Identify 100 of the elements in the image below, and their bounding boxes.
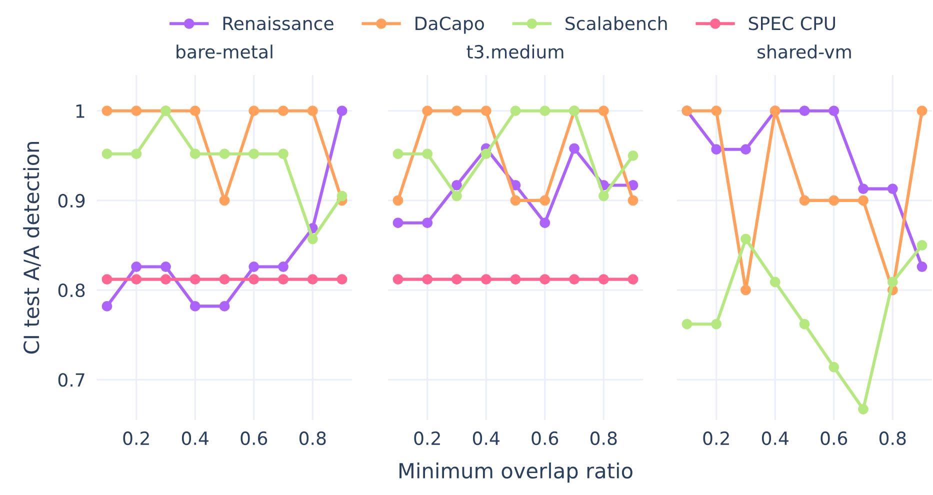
point <box>540 106 550 116</box>
x-tick-label: 0.4 <box>762 431 788 446</box>
point <box>102 274 112 285</box>
y-tick-label: 0.9 <box>58 194 85 208</box>
point <box>131 262 142 272</box>
point <box>102 300 112 312</box>
legend-label: SPEC CPU <box>748 16 835 30</box>
point <box>711 144 722 155</box>
point <box>540 218 550 228</box>
x-tick-label: 0.6 <box>532 431 558 446</box>
point <box>828 106 840 116</box>
point <box>131 106 142 116</box>
point <box>740 234 751 244</box>
point <box>858 195 868 206</box>
point <box>392 218 404 228</box>
point <box>392 274 404 285</box>
point <box>219 148 230 160</box>
point <box>711 318 722 330</box>
point <box>598 106 609 116</box>
point <box>219 274 230 285</box>
point <box>828 362 840 372</box>
point <box>422 274 433 285</box>
point <box>828 195 840 206</box>
point <box>422 106 433 116</box>
point <box>278 274 288 285</box>
point <box>219 300 230 312</box>
y-tick-label: 0.8 <box>58 284 85 298</box>
point <box>740 284 751 296</box>
point <box>540 195 550 206</box>
point <box>248 274 260 285</box>
point <box>887 184 898 194</box>
point <box>916 106 928 116</box>
point <box>278 148 288 160</box>
y-tick-label: 0.7 <box>58 373 84 387</box>
point <box>598 190 609 202</box>
chart-title: shared-vm <box>758 44 851 59</box>
y-tick-label: 1 <box>76 104 84 118</box>
x-tick-label: 0.2 <box>703 431 729 446</box>
legend-label: DaCapo <box>416 16 484 34</box>
point <box>392 195 404 206</box>
point <box>510 195 521 206</box>
point <box>422 148 433 160</box>
point <box>336 106 348 116</box>
point <box>628 195 638 206</box>
point <box>480 106 492 116</box>
point <box>770 276 780 288</box>
point <box>510 274 521 285</box>
point <box>307 234 318 244</box>
point <box>131 274 142 285</box>
point <box>858 184 868 194</box>
x-tick-label: 0.6 <box>240 431 268 446</box>
point <box>248 106 260 116</box>
point <box>336 190 348 202</box>
point <box>248 262 260 272</box>
point <box>569 274 580 285</box>
point <box>190 106 200 116</box>
point <box>190 274 200 285</box>
point <box>799 195 810 206</box>
point <box>510 106 521 116</box>
point <box>248 148 260 160</box>
point <box>160 262 171 272</box>
x-tick-label: 0.4 <box>472 431 500 446</box>
point <box>540 274 550 285</box>
point <box>102 148 112 160</box>
x-axis-title: Minimum overlap ratio <box>400 462 632 483</box>
point <box>219 195 230 206</box>
point <box>422 218 433 228</box>
point <box>307 106 318 116</box>
point <box>480 148 492 160</box>
point <box>452 106 462 116</box>
point <box>278 106 288 116</box>
x-tick-label: 0.8 <box>299 431 326 446</box>
point <box>858 404 868 414</box>
x-tick-label: 0.8 <box>879 431 906 446</box>
legend-label: Renaissance <box>223 16 334 30</box>
point <box>392 148 404 160</box>
point <box>452 274 462 285</box>
point <box>452 180 462 190</box>
point <box>740 144 751 155</box>
point <box>799 106 810 116</box>
point <box>916 262 928 272</box>
point <box>711 106 722 116</box>
point <box>307 274 318 285</box>
legend-label: Scalabench <box>566 16 667 30</box>
point <box>102 106 112 116</box>
point <box>569 143 580 154</box>
point <box>190 148 200 160</box>
point <box>190 300 200 312</box>
chart-title: t3.medium <box>466 44 564 59</box>
point <box>628 150 638 161</box>
x-tick-label: 0.2 <box>414 431 440 446</box>
point <box>480 274 492 285</box>
point <box>628 274 638 285</box>
x-tick-label: 0.8 <box>590 431 617 446</box>
y-axis-title: CI test A/A detection <box>23 142 41 354</box>
point <box>682 318 692 330</box>
x-tick-label: 0.2 <box>123 431 149 446</box>
x-tick-label: 0.4 <box>182 431 208 446</box>
point <box>887 276 898 288</box>
point <box>799 318 810 330</box>
